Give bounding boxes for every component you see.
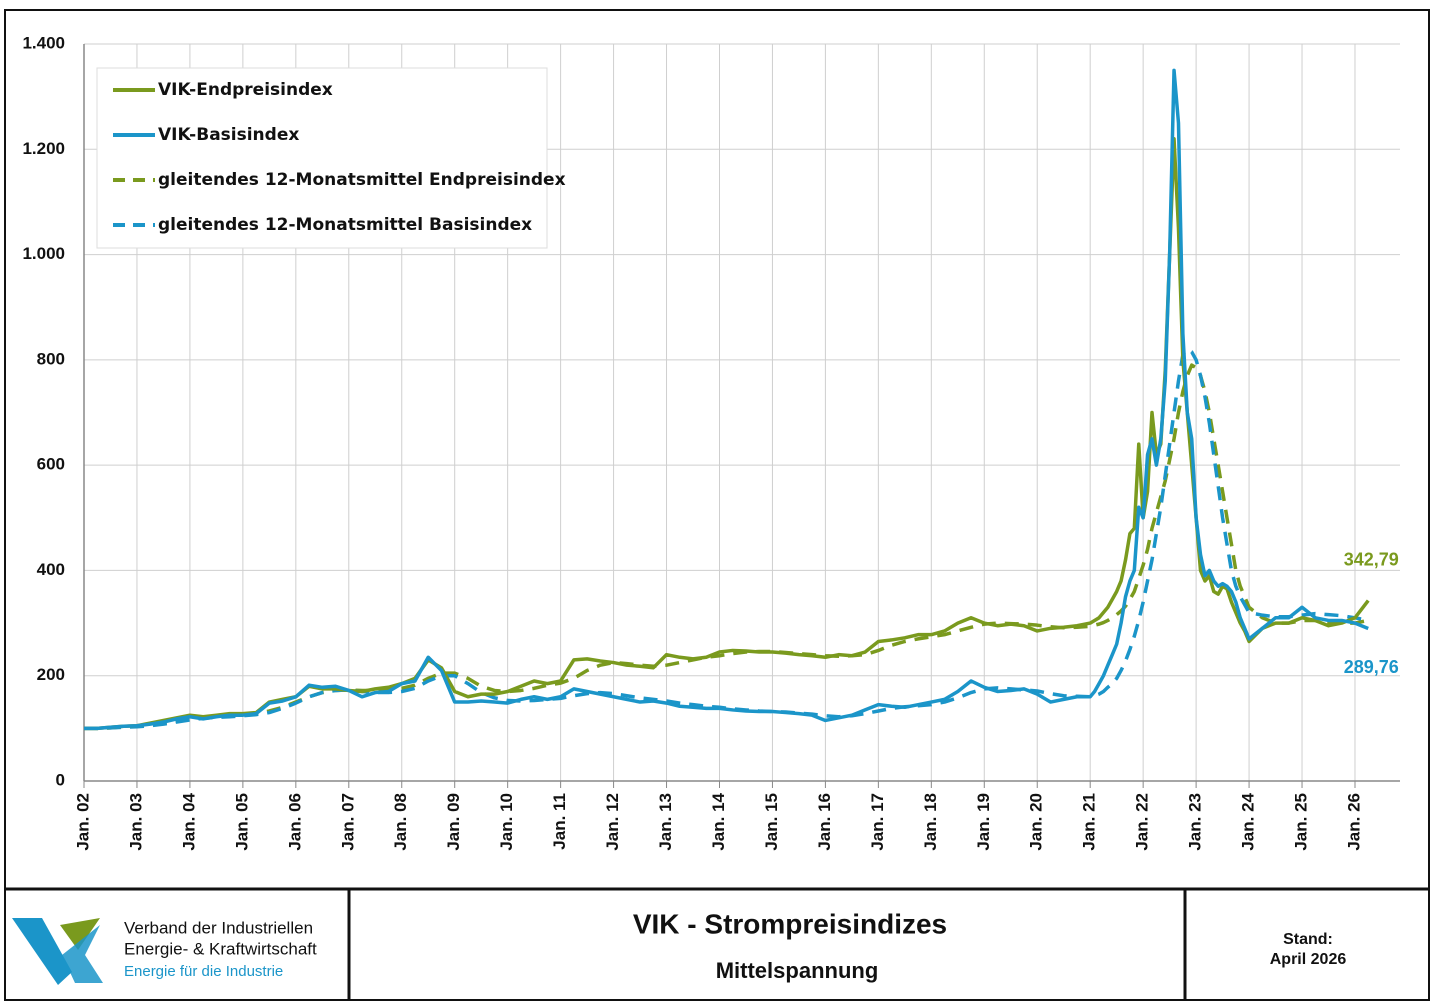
x-tick-label: Jan. 20 [1027, 793, 1046, 851]
legend-label: VIK-Basisindex [158, 125, 299, 145]
value-label: 342,79 [1344, 549, 1399, 569]
y-tick-label: 1.200 [22, 139, 65, 158]
y-tick-label: 400 [37, 560, 65, 579]
x-tick-label: Jan. 13 [656, 793, 675, 851]
x-tick-label: Jan. 11 [550, 793, 569, 850]
y-tick-label: 200 [37, 665, 65, 684]
x-tick-label: Jan. 21 [1080, 793, 1099, 851]
y-tick-label: 600 [37, 455, 65, 474]
legend-label: gleitendes 12-Monatsmittel Endpreisindex [158, 170, 566, 190]
x-tick-label: Jan. 22 [1133, 793, 1152, 851]
plot: 342,79 289,76 [84, 68, 1399, 731]
x-tick-label: Jan. 07 [338, 793, 357, 851]
org-name: Energie- & Kraftwirtschaft [124, 939, 317, 958]
x-tick-label: Jan. 26 [1344, 793, 1363, 851]
legend-label: VIK-Endpreisindex [158, 80, 333, 100]
logo [12, 918, 103, 985]
legend-box [96, 67, 548, 249]
org-slogan: Energie für die Industrie [124, 963, 283, 980]
x-tick-label: Jan. 09 [444, 793, 463, 851]
x-tick-label: Jan. 06 [285, 793, 304, 851]
x-tick-label: Jan. 14 [709, 792, 728, 850]
x-tick-label: Jan. 17 [868, 793, 887, 851]
x-tick-label: Jan. 04 [179, 792, 198, 850]
x-tick-label: Jan. 05 [232, 793, 251, 851]
x-tick-label: Jan. 03 [126, 793, 145, 851]
legend: VIK-Endpreisindex VIK-Basisindex gleitende… [96, 67, 566, 249]
y-tick-label: 1.400 [22, 33, 65, 52]
x-tick-label: Jan. 10 [497, 793, 516, 851]
x-tick-label: Jan. 18 [921, 793, 940, 851]
stand-date: April 2026 [1270, 951, 1347, 968]
x-tick-label: Jan. 16 [815, 793, 834, 851]
chart-title: VIK - Strompreisindizes [633, 908, 947, 939]
x-tick-label: Jan. 24 [1239, 792, 1258, 850]
org-name: Verband der Industriellen [124, 918, 313, 937]
x-tick-label: Jan. 08 [391, 793, 410, 851]
y-tick-label: 0 [56, 770, 65, 789]
grid: 0 200 400 600 800 1.000 1.200 1.400 Jan. 02 Jan. … [22, 33, 1400, 851]
x-tick-label: Jan. 25 [1292, 793, 1311, 851]
stand-label: Stand: [1283, 931, 1333, 948]
chart-subtitle: Mittelspannung [716, 958, 879, 983]
x-tick-label: Jan. 12 [603, 793, 622, 851]
x-tick-label: Jan. 23 [1186, 793, 1205, 851]
y-tick-label: 800 [37, 349, 65, 368]
line-series [84, 68, 1369, 731]
x-tick-label: Jan. 19 [974, 793, 993, 851]
x-tick-label: Jan. 15 [762, 793, 781, 851]
value-label: 289,76 [1344, 657, 1399, 677]
x-tick-label: Jan. 02 [73, 793, 92, 851]
line-series [84, 347, 1369, 731]
y-tick-label: 1.000 [22, 244, 65, 263]
legend-label: gleitendes 12-Monatsmittel Basisindex [158, 215, 532, 235]
